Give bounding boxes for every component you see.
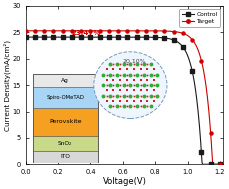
Text: 20.10%: 20.10% bbox=[123, 59, 147, 64]
Legend: Control, Target: Control, Target bbox=[179, 9, 220, 27]
X-axis label: Voltage(V): Voltage(V) bbox=[103, 177, 146, 186]
Text: 23.47%: 23.47% bbox=[71, 30, 101, 36]
Y-axis label: Current Density(mA/cm²): Current Density(mA/cm²) bbox=[3, 40, 11, 131]
